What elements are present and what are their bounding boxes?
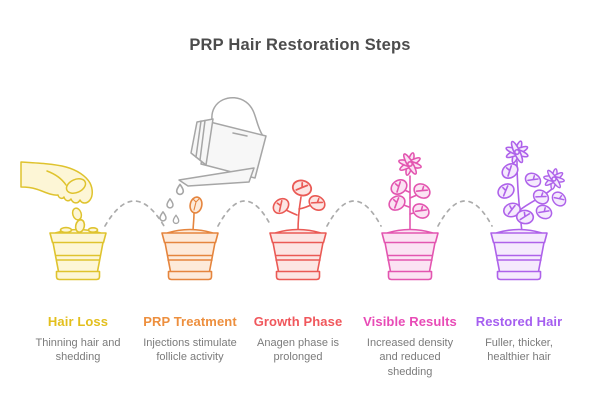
step2-sprout-pot-icon bbox=[161, 196, 219, 281]
step1-caption: Hair Loss Thinning hair and shedding bbox=[18, 314, 138, 365]
step2-caption: PRP Treatment Injections stimulate folli… bbox=[130, 314, 250, 365]
step4-label: Visible Results bbox=[363, 314, 457, 329]
step5-full-bloom-plant-pot-icon bbox=[490, 136, 570, 281]
step5-caption: Restored Hair Fuller, thicker, healthier… bbox=[459, 314, 579, 365]
step1-pot-icon bbox=[49, 218, 107, 281]
connector-arc-3 bbox=[326, 200, 382, 227]
page-title: PRP Hair Restoration Steps bbox=[189, 36, 411, 54]
step4-caption: Visible Results Increased density and re… bbox=[350, 314, 470, 379]
connector-arcs bbox=[104, 200, 493, 227]
step5-label: Restored Hair bbox=[475, 314, 563, 329]
step3-description: Anagen phase is prolonged bbox=[257, 337, 339, 364]
step1-label: Hair Loss bbox=[47, 314, 109, 329]
step4-description: Increased density and reduced shedding bbox=[366, 337, 454, 378]
step1-hand-dropping-seeds-icon bbox=[20, 161, 93, 222]
step2-label: PRP Treatment bbox=[143, 314, 237, 329]
step2-watering-can-icon bbox=[159, 97, 267, 225]
step2-description: Injections stimulate follicle activity bbox=[143, 337, 237, 364]
connector-arc-2 bbox=[217, 200, 272, 227]
step3-caption: Growth Phase Anagen phase is prolonged bbox=[238, 314, 358, 365]
step3-young-plant-pot-icon bbox=[269, 177, 329, 281]
step1-description: Thinning hair and shedding bbox=[35, 337, 121, 364]
step5-description: Fuller, thicker, healthier hair bbox=[485, 337, 553, 364]
connector-arc-1 bbox=[104, 200, 165, 227]
step3-label: Growth Phase bbox=[253, 314, 343, 329]
step4-flowering-plant-pot-icon bbox=[381, 149, 439, 281]
connector-arc-4 bbox=[437, 200, 493, 227]
